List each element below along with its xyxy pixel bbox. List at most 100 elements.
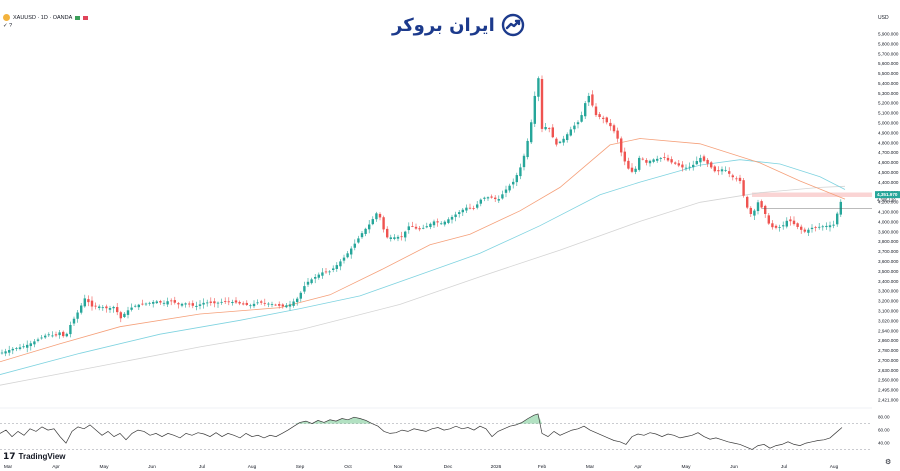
candle-body xyxy=(458,212,461,214)
candle-body xyxy=(335,265,338,269)
candle-body xyxy=(486,197,490,199)
candle-body xyxy=(443,221,446,225)
candle-body xyxy=(137,304,140,308)
candle-body xyxy=(180,303,184,306)
symbol-title: XAUUSD · 1D · OANDA xyxy=(13,14,73,21)
candle-body xyxy=(483,197,486,199)
y-axis-tick-label: 2,630.000 xyxy=(878,368,899,373)
candle-body xyxy=(285,305,288,308)
y-axis-tick-label: 5,800.000 xyxy=(878,41,899,46)
candle-body xyxy=(267,303,270,305)
candle-body xyxy=(558,141,562,143)
candle-body xyxy=(432,221,436,226)
flag-icon-us xyxy=(83,15,89,20)
candle-body xyxy=(22,346,25,348)
candle-body xyxy=(393,237,396,239)
x-axis-tick-label: Apr xyxy=(52,464,60,470)
candle-body xyxy=(418,228,421,230)
current-price-tag xyxy=(875,191,900,199)
candle-body xyxy=(260,301,263,303)
candle-body xyxy=(350,248,353,255)
x-axis-tick-label: May xyxy=(681,464,691,470)
candle-body xyxy=(789,219,792,222)
candle-body xyxy=(512,181,515,185)
candle-body xyxy=(101,307,104,309)
candle-body xyxy=(299,292,302,299)
candle-body xyxy=(472,208,475,209)
candle-body xyxy=(800,226,803,230)
candle-body xyxy=(688,166,691,168)
candle-body xyxy=(33,341,36,345)
x-axis-tick-label: Feb xyxy=(538,464,547,470)
x-axis-tick-label: Jun xyxy=(148,464,156,470)
resistance-zone xyxy=(752,192,872,197)
y-axis-tick-label: 3,300.000 xyxy=(878,289,899,294)
candle-body xyxy=(429,223,432,228)
candle-body xyxy=(803,229,806,232)
candle-body xyxy=(234,300,238,303)
candle-body xyxy=(764,205,767,214)
moving-average-mid xyxy=(0,159,846,375)
candle-body xyxy=(641,158,644,160)
x-axis-tick-label: Jul xyxy=(781,464,787,470)
candle-body xyxy=(450,216,454,220)
candle-body xyxy=(166,301,169,305)
tradingview-logo[interactable]: 𝟭𝟳 TradingView xyxy=(3,451,66,462)
settings-icon[interactable]: ⚙ xyxy=(885,459,892,466)
rsi-line xyxy=(0,413,843,450)
candle-body xyxy=(249,305,252,307)
candle-body xyxy=(818,226,821,228)
candle-body xyxy=(130,307,133,310)
indicator-legend[interactable]: ✓ ? xyxy=(3,23,13,29)
candle-body xyxy=(72,318,76,324)
candle-body xyxy=(288,304,292,307)
candle-body xyxy=(656,158,659,161)
candle-body xyxy=(213,301,216,304)
candle-body xyxy=(785,220,788,227)
candle-body xyxy=(141,303,144,305)
candle-body xyxy=(360,233,364,238)
candle-body xyxy=(504,189,508,193)
candle-body xyxy=(357,238,360,243)
candle-body xyxy=(54,334,58,336)
candle-body xyxy=(836,213,839,225)
y-axis-tick-label: 3,800.000 xyxy=(878,239,899,244)
candle-body xyxy=(792,220,796,225)
currency-label[interactable]: USD xyxy=(878,15,889,21)
candle-body xyxy=(51,335,54,337)
candle-body xyxy=(731,175,734,178)
candle-body xyxy=(648,160,652,164)
candle-body xyxy=(162,302,166,304)
candle-body xyxy=(292,301,295,306)
rsi-overbought-fill xyxy=(534,413,538,424)
candle-body xyxy=(468,207,472,209)
x-axis-tick-label: Mar xyxy=(586,464,595,470)
candle-body xyxy=(263,302,266,304)
y-axis-tick-label: 3,100.000 xyxy=(878,308,899,313)
candle-body xyxy=(839,201,842,215)
candle-body xyxy=(98,306,101,309)
candle-body xyxy=(209,301,212,303)
candle-body xyxy=(296,298,299,303)
candle-body xyxy=(447,219,450,223)
y-axis-tick-label: 4,600.000 xyxy=(878,160,899,165)
candle-body xyxy=(411,226,414,227)
moving-average-slow xyxy=(0,185,846,386)
y-axis-tick-label: 3,400.000 xyxy=(878,279,899,284)
x-axis-tick-label: May xyxy=(99,464,109,470)
candle-body xyxy=(206,302,209,304)
candle-body xyxy=(144,303,148,305)
x-axis-tick-label: Mar xyxy=(4,464,13,470)
candle-body xyxy=(652,159,655,162)
y-axis-tick-label: 5,200.000 xyxy=(878,101,899,106)
candle-body xyxy=(0,352,4,354)
candle-body xyxy=(15,348,18,349)
symbol-legend[interactable]: XAUUSD · 1D · OANDA xyxy=(3,14,89,21)
y-axis-tick-label: 4,900.000 xyxy=(878,130,899,135)
x-axis-tick-label: Apr xyxy=(634,464,642,470)
candle-body xyxy=(108,308,112,310)
candle-body xyxy=(807,229,810,233)
candle-body xyxy=(674,162,677,164)
candle-body xyxy=(224,301,227,302)
